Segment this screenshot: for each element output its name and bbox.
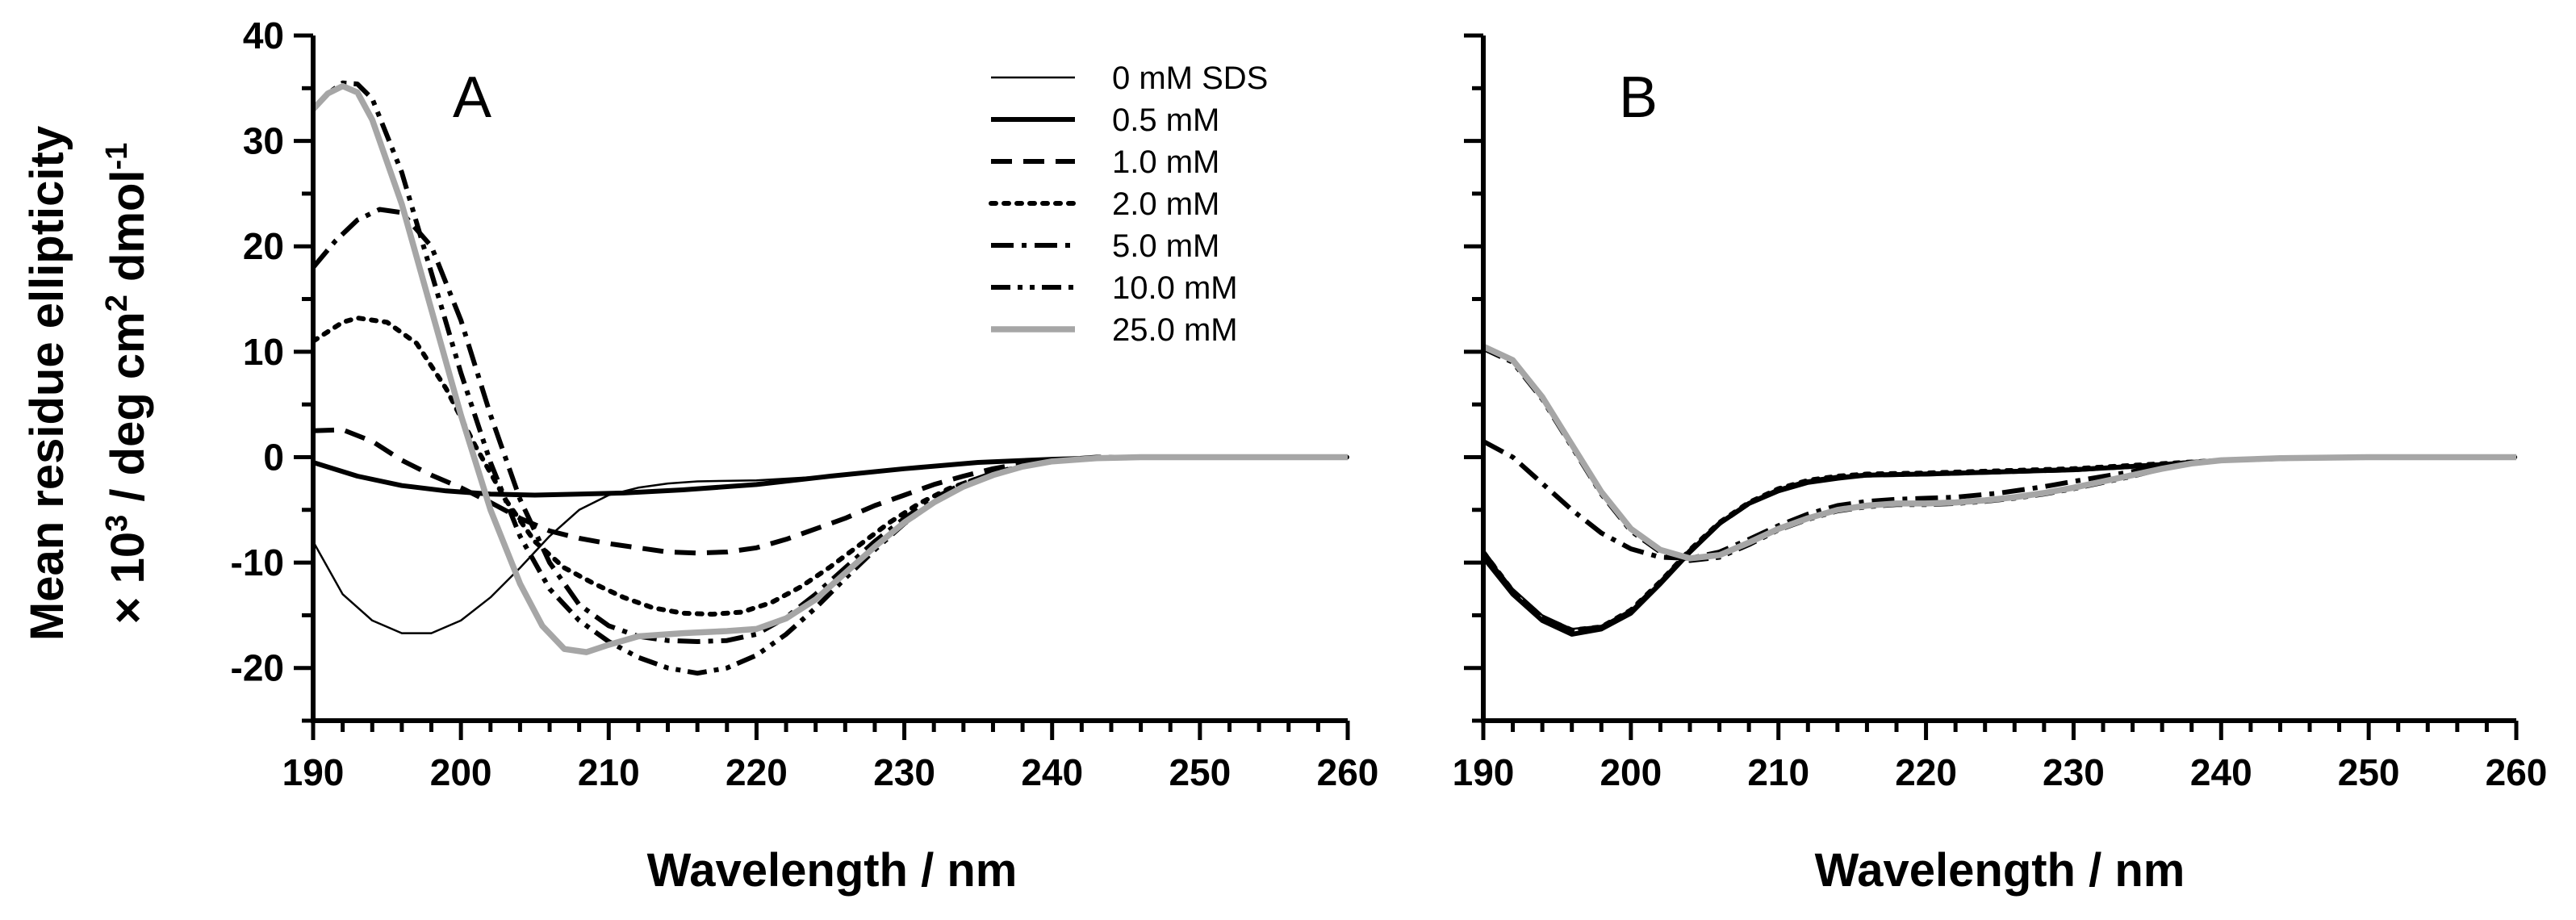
x-tick-label: 200	[430, 751, 492, 793]
legend-label: 5.0 mM	[1112, 228, 1219, 264]
y-axis-title-sup3: -1	[100, 143, 134, 170]
y-axis-title-line2: × 103 / deg cm2 dmol-1	[100, 143, 154, 625]
y-tick-label: -10	[231, 542, 284, 583]
x-tick-label: 230	[873, 751, 935, 793]
y-tick-label: 20	[243, 225, 284, 267]
panel-a: 40 30 20 10 0 -10 -20 190 200 210 220 230 240 250 260…	[231, 15, 1379, 897]
series-line-2-0-mm	[311, 316, 1350, 617]
x-tick-label: 230	[2043, 751, 2105, 793]
panel-a-x-axis-title: Wavelength / nm	[647, 844, 1018, 897]
y-tick-label: 40	[243, 15, 284, 56]
y-tick-label: 10	[243, 331, 284, 373]
x-tick-label: 190	[1453, 751, 1515, 793]
y-tick-label: 0	[263, 436, 284, 478]
series-line-2-0-mm	[1481, 454, 2519, 633]
series-line-25-0-mm	[1482, 343, 2516, 562]
panel-a-x-ticks: 190 200 210 220 230 240 250 260	[282, 721, 1379, 793]
y-axis-title-sup2: 2	[100, 295, 134, 312]
panel-b-series	[1481, 343, 2519, 637]
y-tick-label: -20	[231, 647, 284, 689]
x-tick-label: 190	[282, 751, 345, 793]
x-tick-label: 260	[2486, 751, 2548, 793]
y-axis-title-prefix: × 10	[102, 532, 154, 625]
x-tick-label: 200	[1600, 751, 1662, 793]
panel-b: 190 200 210 220 230 240 250 260 B Wavelength / …	[1453, 33, 2548, 897]
legend-label: 1.0 mM	[1112, 144, 1219, 180]
x-tick-label: 250	[1169, 751, 1231, 793]
x-tick-label: 250	[2338, 751, 2400, 793]
series-line-0-5-mm	[1481, 454, 2516, 637]
series-line-0-mm-sds	[312, 456, 1348, 634]
y-axis-title-sup1: 3	[100, 515, 134, 532]
y-axis-title-end: dmol	[102, 169, 154, 295]
x-tick-label: 240	[1021, 751, 1083, 793]
x-tick-label: 220	[1895, 751, 1957, 793]
panel-b-y-ticks	[1464, 33, 1483, 723]
panel-a-y-ticks: 40 30 20 10 0 -10 -20	[231, 15, 313, 723]
x-tick-label: 220	[726, 751, 788, 793]
x-tick-label: 210	[1747, 751, 1809, 793]
panel-a-label: A	[453, 65, 491, 130]
y-axis-title-mid: / deg cm	[102, 312, 154, 514]
legend-label: 2.0 mM	[1112, 186, 1219, 222]
panel-b-label: B	[1619, 65, 1658, 130]
panel-a-series	[311, 80, 1350, 676]
series-line-25-0-mm	[311, 82, 1348, 655]
legend-label: 10.0 mM	[1112, 270, 1238, 306]
legend: 0 mM SDS 0.5 mM 1.0 mM 2.0 mM 5.0 mM 10.0 mM 2…	[989, 61, 1268, 348]
panel-b-x-ticks: 190 200 210 220 230 240 250 260	[1453, 721, 2548, 793]
y-axis-title-line1: Mean residue ellipticity	[21, 126, 73, 641]
legend-label: 0 mM SDS	[1112, 61, 1268, 96]
x-tick-label: 210	[578, 751, 640, 793]
x-tick-label: 240	[2190, 751, 2252, 793]
panel-b-x-axis-title: Wavelength / nm	[1815, 844, 2185, 897]
y-tick-label: 30	[243, 120, 284, 162]
x-tick-label: 260	[1317, 751, 1379, 793]
legend-label: 25.0 mM	[1112, 312, 1238, 348]
legend-label: 0.5 mM	[1112, 102, 1219, 138]
